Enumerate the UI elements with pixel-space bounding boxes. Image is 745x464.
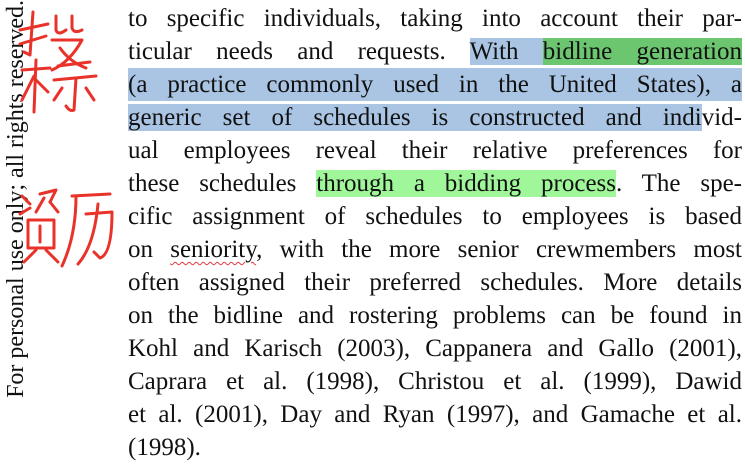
text-line-13: et al. (2001), Day and Ryan (1997), and … (128, 398, 742, 431)
text-line-7: cific assignment of schedules to employe… (128, 200, 742, 233)
handwriting-top-note (18, 10, 98, 114)
paragraph: to specific individuals, taking into acc… (128, 2, 742, 464)
blue-highlight: generic set of schedules is constructed … (128, 104, 702, 131)
line-text: vid- (701, 104, 742, 131)
text-line-9: often assigned their preferred schedules… (128, 266, 742, 299)
line-text: Kohl and Karisch (2003), Cappanera and G… (128, 335, 742, 362)
line-text: cific assignment of schedules to employe… (128, 203, 742, 230)
line-text: ual employees reveal their relative pref… (128, 137, 742, 164)
blue-highlight: (a practice commonly used in the United … (128, 71, 742, 98)
line-text: these schedules (128, 170, 317, 197)
line-text: Caprara et al. (1998), Christou et al. (… (128, 368, 742, 395)
text-line-1: to specific individuals, taking into acc… (128, 2, 742, 35)
handwritten-annotations (18, 10, 114, 268)
green-highlight-bidline-generation: bidline generation (542, 38, 742, 65)
line-text: often assigned their preferred schedules… (128, 269, 742, 296)
text-line-5: ual employees reveal their relative pref… (128, 134, 742, 167)
lime-highlight-bidding-process: through a bidding process (316, 170, 617, 197)
blue-highlight: With (469, 38, 543, 65)
line-text: (1998). (128, 434, 201, 461)
line-text: , with the more senior crewmembers most (256, 236, 742, 263)
line-text: . The spe- (616, 170, 743, 197)
line-text: et al. (2001), Day and Ryan (1997), and … (128, 401, 742, 428)
text-line-8: on seniority, with the more senior crewm… (128, 233, 742, 266)
text-line-4: generic set of schedules is constructed … (128, 101, 742, 134)
seniority-squiggle-underline: seniority (170, 236, 257, 263)
text-line-12: Caprara et al. (1998), Christou et al. (… (128, 365, 742, 398)
text-line-6: these schedules through a bidding proces… (128, 167, 742, 200)
text-line-10: on the bidline and rostering problems ca… (128, 299, 742, 332)
line-text: ticular needs and requests. (128, 38, 470, 65)
text-line-14: (1998). (128, 431, 742, 464)
line-text: on (128, 236, 171, 263)
line-text: to specific individuals, taking into acc… (128, 5, 742, 32)
text-line-11: Kohl and Karisch (2003), Cappanera and G… (128, 332, 742, 365)
text-line-2: ticular needs and requests. With bidline… (128, 35, 742, 68)
handwriting-bottom-note (18, 188, 114, 268)
text-line-3: (a practice commonly used in the United … (128, 68, 742, 101)
line-text: on the bidline and rostering problems ca… (128, 302, 742, 329)
